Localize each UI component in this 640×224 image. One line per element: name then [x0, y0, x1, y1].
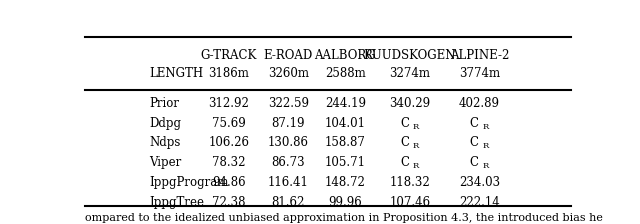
Text: 148.72: 148.72 — [325, 176, 366, 189]
Text: 99.96: 99.96 — [328, 196, 362, 209]
Text: AALBORG: AALBORG — [314, 49, 376, 62]
Text: 3774m: 3774m — [459, 67, 500, 80]
Text: 158.87: 158.87 — [325, 136, 366, 149]
Text: C: C — [470, 116, 479, 129]
Text: 340.29: 340.29 — [389, 97, 431, 110]
Text: ALPINE-2: ALPINE-2 — [449, 49, 509, 62]
Text: Ddpg: Ddpg — [150, 116, 182, 129]
Text: 322.59: 322.59 — [268, 97, 309, 110]
Text: R: R — [482, 142, 488, 151]
Text: 78.32: 78.32 — [212, 156, 246, 169]
Text: 3274m: 3274m — [389, 67, 430, 80]
Text: G-TRACK: G-TRACK — [200, 49, 257, 62]
Text: 86.73: 86.73 — [271, 156, 305, 169]
Text: 75.69: 75.69 — [212, 116, 246, 129]
Text: 2588m: 2588m — [325, 67, 365, 80]
Text: Ndps: Ndps — [150, 136, 181, 149]
Text: Prior: Prior — [150, 97, 179, 110]
Text: R: R — [413, 162, 419, 170]
Text: 234.03: 234.03 — [459, 176, 500, 189]
Text: 244.19: 244.19 — [325, 97, 366, 110]
Text: LENGTH: LENGTH — [150, 67, 204, 80]
Text: 118.32: 118.32 — [390, 176, 430, 189]
Text: Viper: Viper — [150, 156, 182, 169]
Text: 107.46: 107.46 — [389, 196, 431, 209]
Text: RUUDSKOGEN: RUUDSKOGEN — [364, 49, 456, 62]
Text: C: C — [470, 156, 479, 169]
Text: C: C — [470, 136, 479, 149]
Text: R: R — [482, 162, 488, 170]
Text: 222.14: 222.14 — [459, 196, 500, 209]
Text: R: R — [413, 123, 419, 131]
Text: R: R — [413, 142, 419, 151]
Text: 130.86: 130.86 — [268, 136, 309, 149]
Text: 105.71: 105.71 — [325, 156, 366, 169]
Text: E-ROAD: E-ROAD — [264, 49, 313, 62]
Text: C: C — [401, 116, 410, 129]
Text: 3260m: 3260m — [268, 67, 309, 80]
Text: 402.89: 402.89 — [459, 97, 500, 110]
Text: IppgProgram: IppgProgram — [150, 176, 229, 189]
Text: C: C — [401, 156, 410, 169]
Text: 106.26: 106.26 — [208, 136, 250, 149]
Text: 3186m: 3186m — [209, 67, 249, 80]
Text: IppgTree: IppgTree — [150, 196, 204, 209]
Text: 72.38: 72.38 — [212, 196, 246, 209]
Text: ompared to the idealized unbiased approximation in Proposition 4.3, the introduc: ompared to the idealized unbiased approx… — [85, 213, 603, 223]
Text: 81.62: 81.62 — [271, 196, 305, 209]
Text: 312.92: 312.92 — [209, 97, 249, 110]
Text: 116.41: 116.41 — [268, 176, 308, 189]
Text: 94.86: 94.86 — [212, 176, 246, 189]
Text: 104.01: 104.01 — [325, 116, 366, 129]
Text: R: R — [482, 123, 488, 131]
Text: 87.19: 87.19 — [271, 116, 305, 129]
Text: C: C — [401, 136, 410, 149]
